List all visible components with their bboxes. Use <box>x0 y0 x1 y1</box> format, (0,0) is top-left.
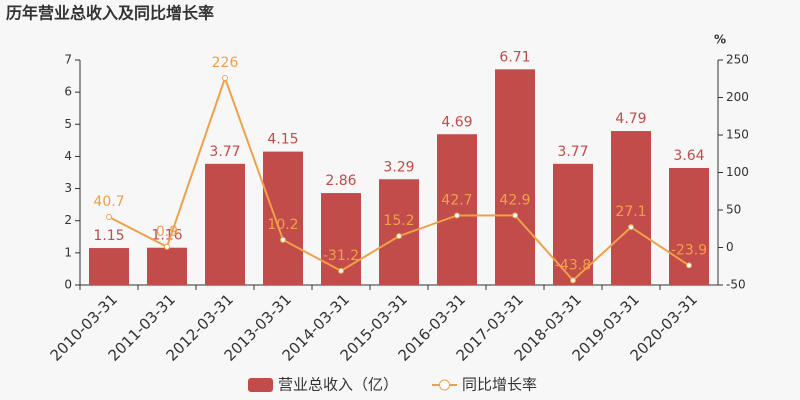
bar <box>89 248 129 285</box>
y2-tick-label: 250 <box>726 53 749 67</box>
line-value-label: -23.9 <box>671 242 707 258</box>
bar-value-label: 3.77 <box>209 144 240 160</box>
y2-tick-label: 150 <box>726 128 749 142</box>
line-value-label: 15.2 <box>383 213 414 229</box>
y2-tick-label: 200 <box>726 90 749 104</box>
line-value-label: 42.7 <box>441 192 472 208</box>
bar-value-label: 3.64 <box>673 148 704 164</box>
line-point <box>686 262 692 269</box>
y-tick-label: 0 <box>64 278 72 292</box>
bar <box>611 131 651 285</box>
line-point <box>396 233 402 240</box>
line-value-label: 27.1 <box>615 204 646 220</box>
line-value-label: 42.9 <box>499 192 530 208</box>
bar <box>205 163 245 285</box>
bar-value-label: 2.86 <box>325 173 356 189</box>
chart-title: 历年营业总收入及同比增长率 <box>6 4 214 23</box>
bar <box>495 69 535 285</box>
bar <box>147 247 187 285</box>
bar-value-label: 3.29 <box>383 159 414 175</box>
line-point <box>512 212 518 219</box>
bar-value-label: 1.16 <box>151 228 182 244</box>
bar <box>263 151 303 285</box>
line-value-label: 226 <box>212 55 239 71</box>
y-tick-label: 4 <box>64 149 72 163</box>
line-point <box>338 267 344 274</box>
legend-swatch <box>439 379 450 391</box>
y-tick-label: 5 <box>64 117 72 131</box>
line-point <box>454 212 460 219</box>
bar-value-label: 4.79 <box>615 111 646 127</box>
line-value-label: -31.2 <box>323 248 359 264</box>
line-value-label: 10.2 <box>267 217 298 233</box>
line-point <box>164 243 170 250</box>
bar-value-label: 6.71 <box>499 49 530 65</box>
y2-tick-label: 50 <box>726 203 741 217</box>
line-value-label: 0.9 <box>156 224 178 240</box>
y-tick-label: 6 <box>64 85 72 99</box>
y-tick-label: 3 <box>64 181 72 195</box>
line-value-label: -43.8 <box>555 257 591 273</box>
y2-tick-label: -50 <box>726 278 746 292</box>
y2-tick-label: 0 <box>726 240 734 254</box>
bar-value-label: 1.15 <box>93 228 124 244</box>
line-value-label: 40.7 <box>93 194 124 210</box>
bar-value-label: 4.15 <box>267 132 298 148</box>
line-point <box>222 75 228 81</box>
y2-unit: % <box>714 33 726 47</box>
bar-value-label: 3.77 <box>557 144 588 160</box>
legend-swatch <box>248 378 273 392</box>
bar <box>437 134 477 285</box>
y-tick-label: 7 <box>64 53 72 67</box>
bar-value-label: 4.69 <box>441 114 472 130</box>
legend-label: 营业总收入（亿） <box>278 376 398 394</box>
line-point <box>628 224 634 231</box>
line-point <box>570 277 576 284</box>
legend-label: 同比增长率 <box>462 376 537 394</box>
y-tick-label: 1 <box>64 245 72 259</box>
line-point <box>106 213 112 220</box>
y-tick-label: 2 <box>64 213 72 227</box>
line-point <box>280 236 286 243</box>
y2-tick-label: 100 <box>726 165 749 179</box>
